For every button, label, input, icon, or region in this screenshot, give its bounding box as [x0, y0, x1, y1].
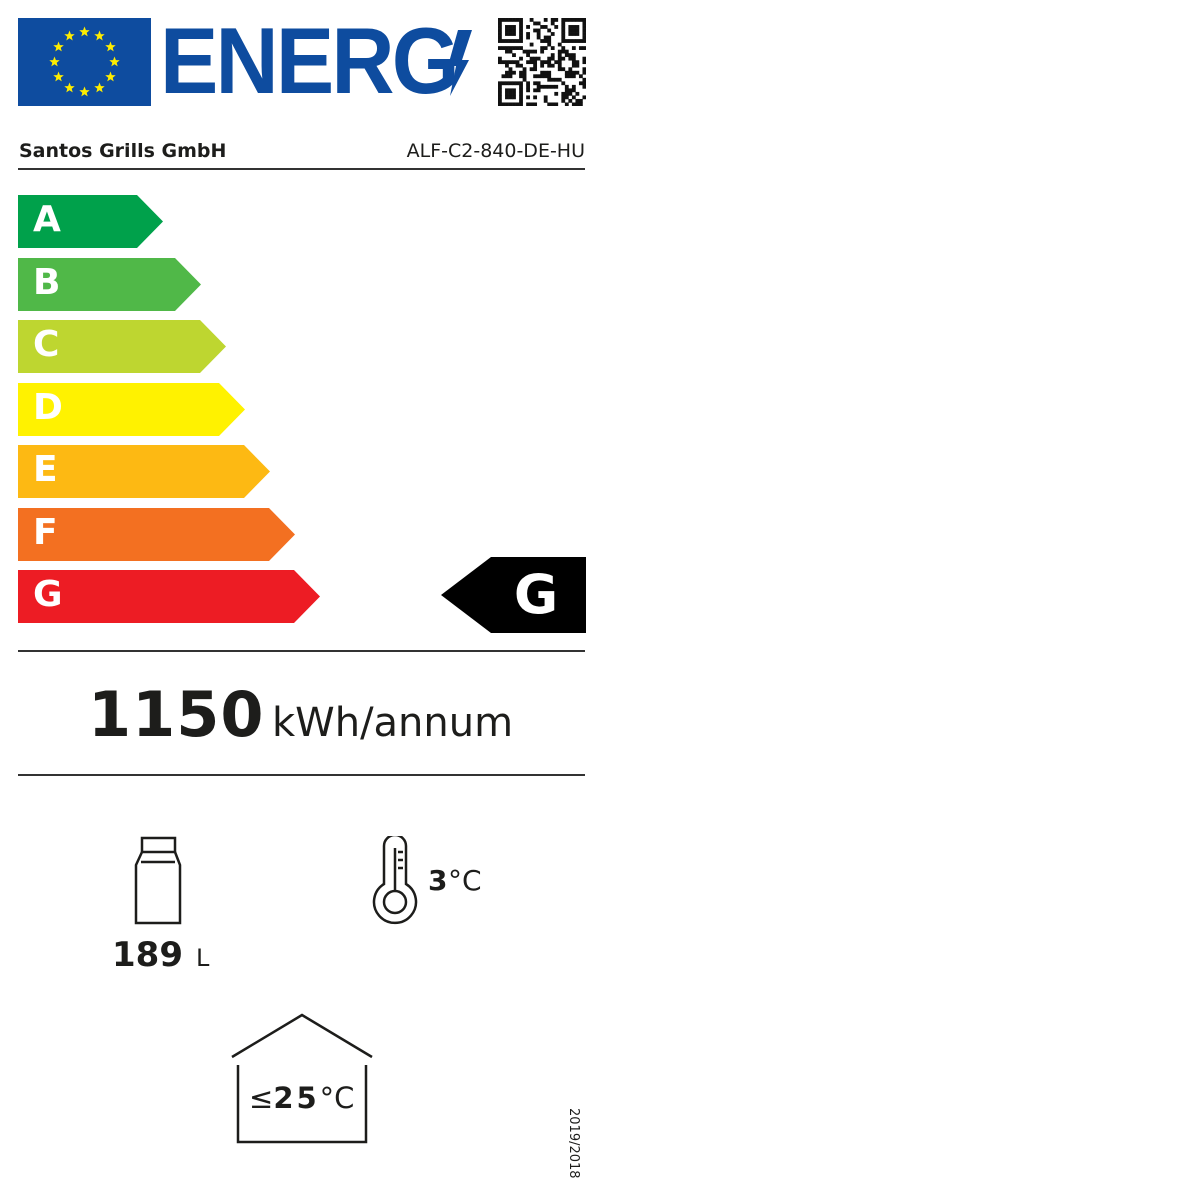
star-icon	[53, 41, 64, 52]
regulation-number: 2019/2018	[566, 1108, 581, 1179]
energy-logo-text: ENERG	[160, 8, 460, 113]
star-icon	[94, 30, 105, 41]
ambient-value: 25	[273, 1081, 320, 1115]
volume-container-icon	[134, 836, 182, 925]
energy-class-label: G	[33, 574, 63, 615]
star-icon	[64, 30, 75, 41]
temperature-value: 3	[428, 864, 448, 897]
star-icon	[94, 82, 105, 93]
divider	[18, 650, 585, 652]
energy-class-bar-c: C	[18, 320, 226, 373]
energy-class-bar-g: G	[18, 570, 320, 623]
energy-class-label: C	[33, 324, 60, 365]
qr-code-icon[interactable]	[498, 18, 586, 106]
energy-consumption-value: 1150	[88, 678, 265, 751]
thermometer-icon	[372, 836, 418, 925]
energy-class-label: A	[33, 199, 61, 240]
house-icon	[231, 1013, 373, 1144]
lightning-icon	[448, 30, 472, 96]
ambient-unit: °C	[319, 1081, 355, 1115]
star-icon	[49, 56, 60, 67]
eu-flag	[18, 18, 151, 106]
eu-stars-icon	[49, 26, 120, 97]
star-icon	[105, 71, 116, 82]
star-icon	[109, 56, 120, 67]
supplier-name: Santos Grills GmbH	[19, 140, 227, 162]
rating-letter: G	[514, 563, 558, 626]
model-identifier: ALF-C2-840-DE-HU	[406, 140, 585, 162]
volume-value: 189	[112, 935, 183, 975]
energy-class-bar-f: F	[18, 507, 295, 561]
star-icon	[79, 86, 90, 97]
divider	[18, 774, 585, 776]
star-icon	[79, 26, 90, 37]
divider	[18, 168, 585, 170]
energy-class-bar-e: E	[18, 445, 270, 498]
star-icon	[64, 82, 75, 93]
rating-arrow: G	[441, 557, 586, 633]
ambient-temperature: ≤25°C	[249, 1081, 354, 1115]
energy-class-bar-a: A	[18, 195, 163, 248]
volume-unit: L	[196, 944, 210, 972]
star-icon	[53, 71, 64, 82]
energy-class-bar-b: B	[18, 257, 201, 311]
energy-class-label: D	[33, 386, 63, 428]
star-icon	[105, 41, 116, 52]
energy-class-label: F	[33, 511, 58, 553]
energy-class-label: B	[33, 261, 61, 303]
ambient-prefix: ≤	[249, 1081, 274, 1115]
energy-class-label: E	[33, 449, 58, 490]
temperature-unit: °C	[448, 864, 482, 897]
energy-consumption-unit: kWh/annum	[272, 700, 514, 746]
energy-class-bar-d: D	[18, 382, 245, 436]
